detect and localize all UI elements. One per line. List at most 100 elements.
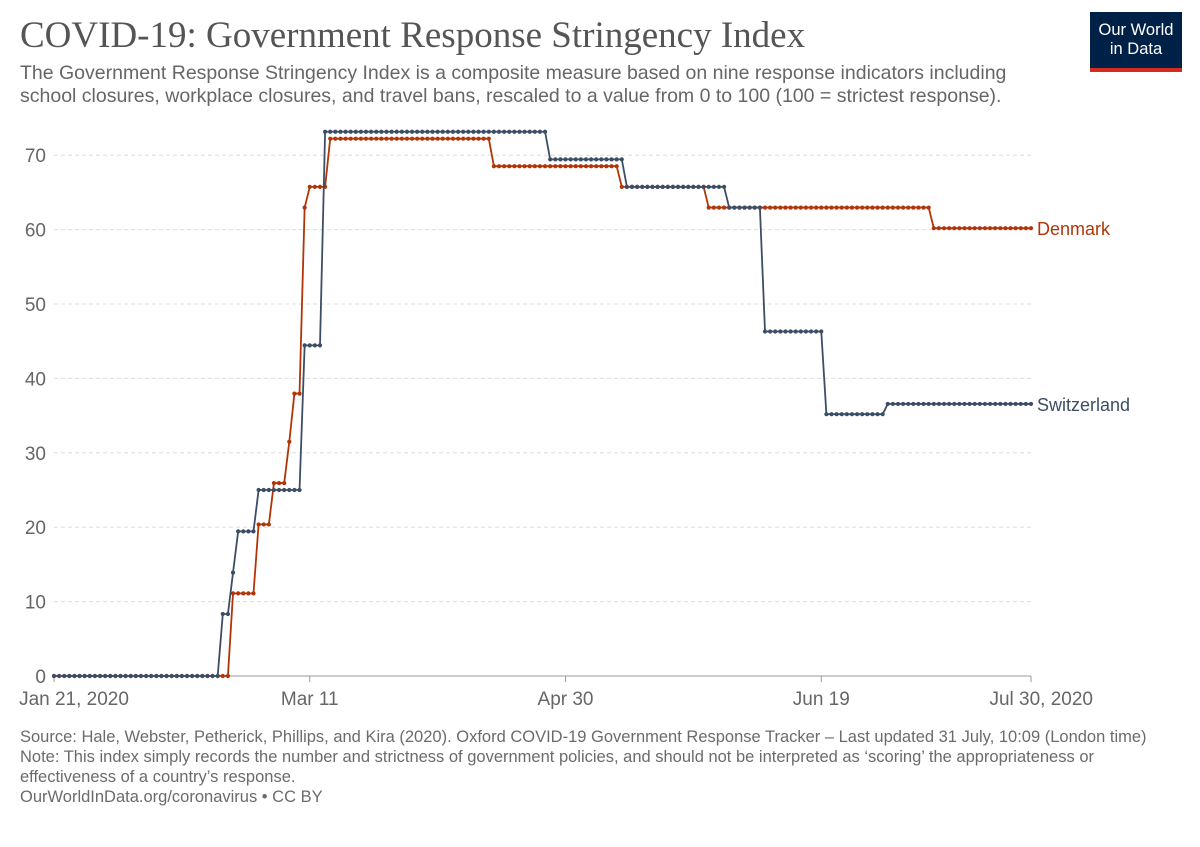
data-point (814, 329, 819, 334)
series-line-denmark (54, 137, 1031, 677)
data-point (72, 673, 77, 679)
data-point (558, 157, 563, 162)
data-point (261, 522, 266, 527)
data-point (507, 164, 512, 169)
data-point (860, 412, 865, 417)
logo-line-1: Our World (1098, 21, 1174, 39)
y-tick-label: 10 (25, 593, 46, 614)
data-point (450, 129, 456, 134)
data-point (665, 184, 670, 189)
data-point (527, 164, 532, 169)
data-point (143, 673, 149, 679)
data-point (159, 673, 164, 679)
data-point (496, 164, 502, 169)
data-point (430, 136, 435, 141)
data-point (573, 164, 578, 169)
data-point (62, 673, 67, 679)
data-point (819, 205, 824, 210)
data-point (1018, 401, 1023, 407)
data-point (97, 673, 103, 679)
data-point (901, 205, 906, 210)
data-point (604, 157, 609, 162)
data-point (967, 226, 972, 231)
data-point (363, 136, 369, 141)
data-point (374, 129, 379, 134)
data-point (906, 401, 911, 407)
data-point (670, 184, 676, 189)
data-point (312, 343, 317, 348)
data-point (1008, 401, 1013, 407)
data-point (931, 226, 936, 231)
data-point (425, 136, 430, 141)
data-point (599, 164, 604, 169)
data-point (266, 522, 271, 527)
data-point (548, 157, 553, 162)
data-point (952, 401, 957, 407)
data-point (282, 480, 287, 486)
data-point (655, 184, 660, 189)
data-point (911, 401, 916, 407)
data-point (532, 164, 537, 169)
data-point (164, 673, 169, 679)
data-point (236, 529, 241, 534)
data-point (834, 205, 839, 210)
data-point (793, 205, 798, 210)
data-point (87, 673, 92, 679)
data-point (824, 205, 829, 210)
data-point (696, 184, 701, 189)
data-point (246, 529, 251, 534)
data-point (333, 129, 338, 134)
data-point (435, 136, 440, 141)
data-point (987, 226, 993, 231)
data-point (287, 487, 292, 493)
y-tick-label: 20 (25, 518, 46, 539)
data-point (993, 226, 998, 231)
data-point (317, 343, 323, 348)
series-labels: Denmark Switzerland (1037, 219, 1130, 415)
chart-footer: Source: Hale, Webster, Petherick, Philli… (20, 727, 1185, 807)
data-point (931, 401, 936, 407)
data-point (522, 164, 527, 169)
data-point (466, 129, 471, 134)
data-point (911, 205, 916, 210)
data-point (133, 673, 138, 679)
data-point (588, 164, 594, 169)
data-point (542, 164, 548, 169)
data-point (839, 205, 844, 210)
x-tick-label: Apr 30 (538, 689, 594, 710)
data-point (824, 412, 829, 417)
data-point (317, 184, 323, 189)
data-point (399, 129, 404, 134)
data-point (604, 164, 609, 169)
data-point (635, 184, 640, 189)
y-tick-label: 50 (25, 295, 46, 316)
data-point (271, 487, 277, 493)
data-point (476, 129, 481, 134)
data-point (445, 129, 450, 134)
data-point (261, 487, 266, 493)
data-point (583, 157, 589, 162)
data-point (977, 226, 982, 231)
data-point (409, 136, 415, 141)
data-point (711, 184, 716, 189)
data-point (814, 205, 819, 210)
credit-link[interactable]: OurWorldInData.org/coronavirus • CC BY (20, 788, 323, 806)
data-point (1013, 401, 1018, 407)
data-point (333, 136, 338, 141)
data-point (701, 184, 706, 189)
data-point (553, 157, 558, 162)
data-point (138, 673, 144, 679)
data-point (773, 329, 778, 334)
data-point (379, 129, 384, 134)
data-point (926, 401, 931, 407)
data-point (768, 329, 773, 334)
data-point (788, 205, 793, 210)
data-point (594, 164, 599, 169)
data-point (67, 673, 72, 679)
data-point (256, 522, 261, 527)
data-point (941, 226, 947, 231)
owid-logo[interactable]: Our World in Data (1090, 12, 1182, 72)
data-point (716, 205, 722, 210)
data-point (594, 157, 599, 162)
data-point (880, 412, 885, 417)
